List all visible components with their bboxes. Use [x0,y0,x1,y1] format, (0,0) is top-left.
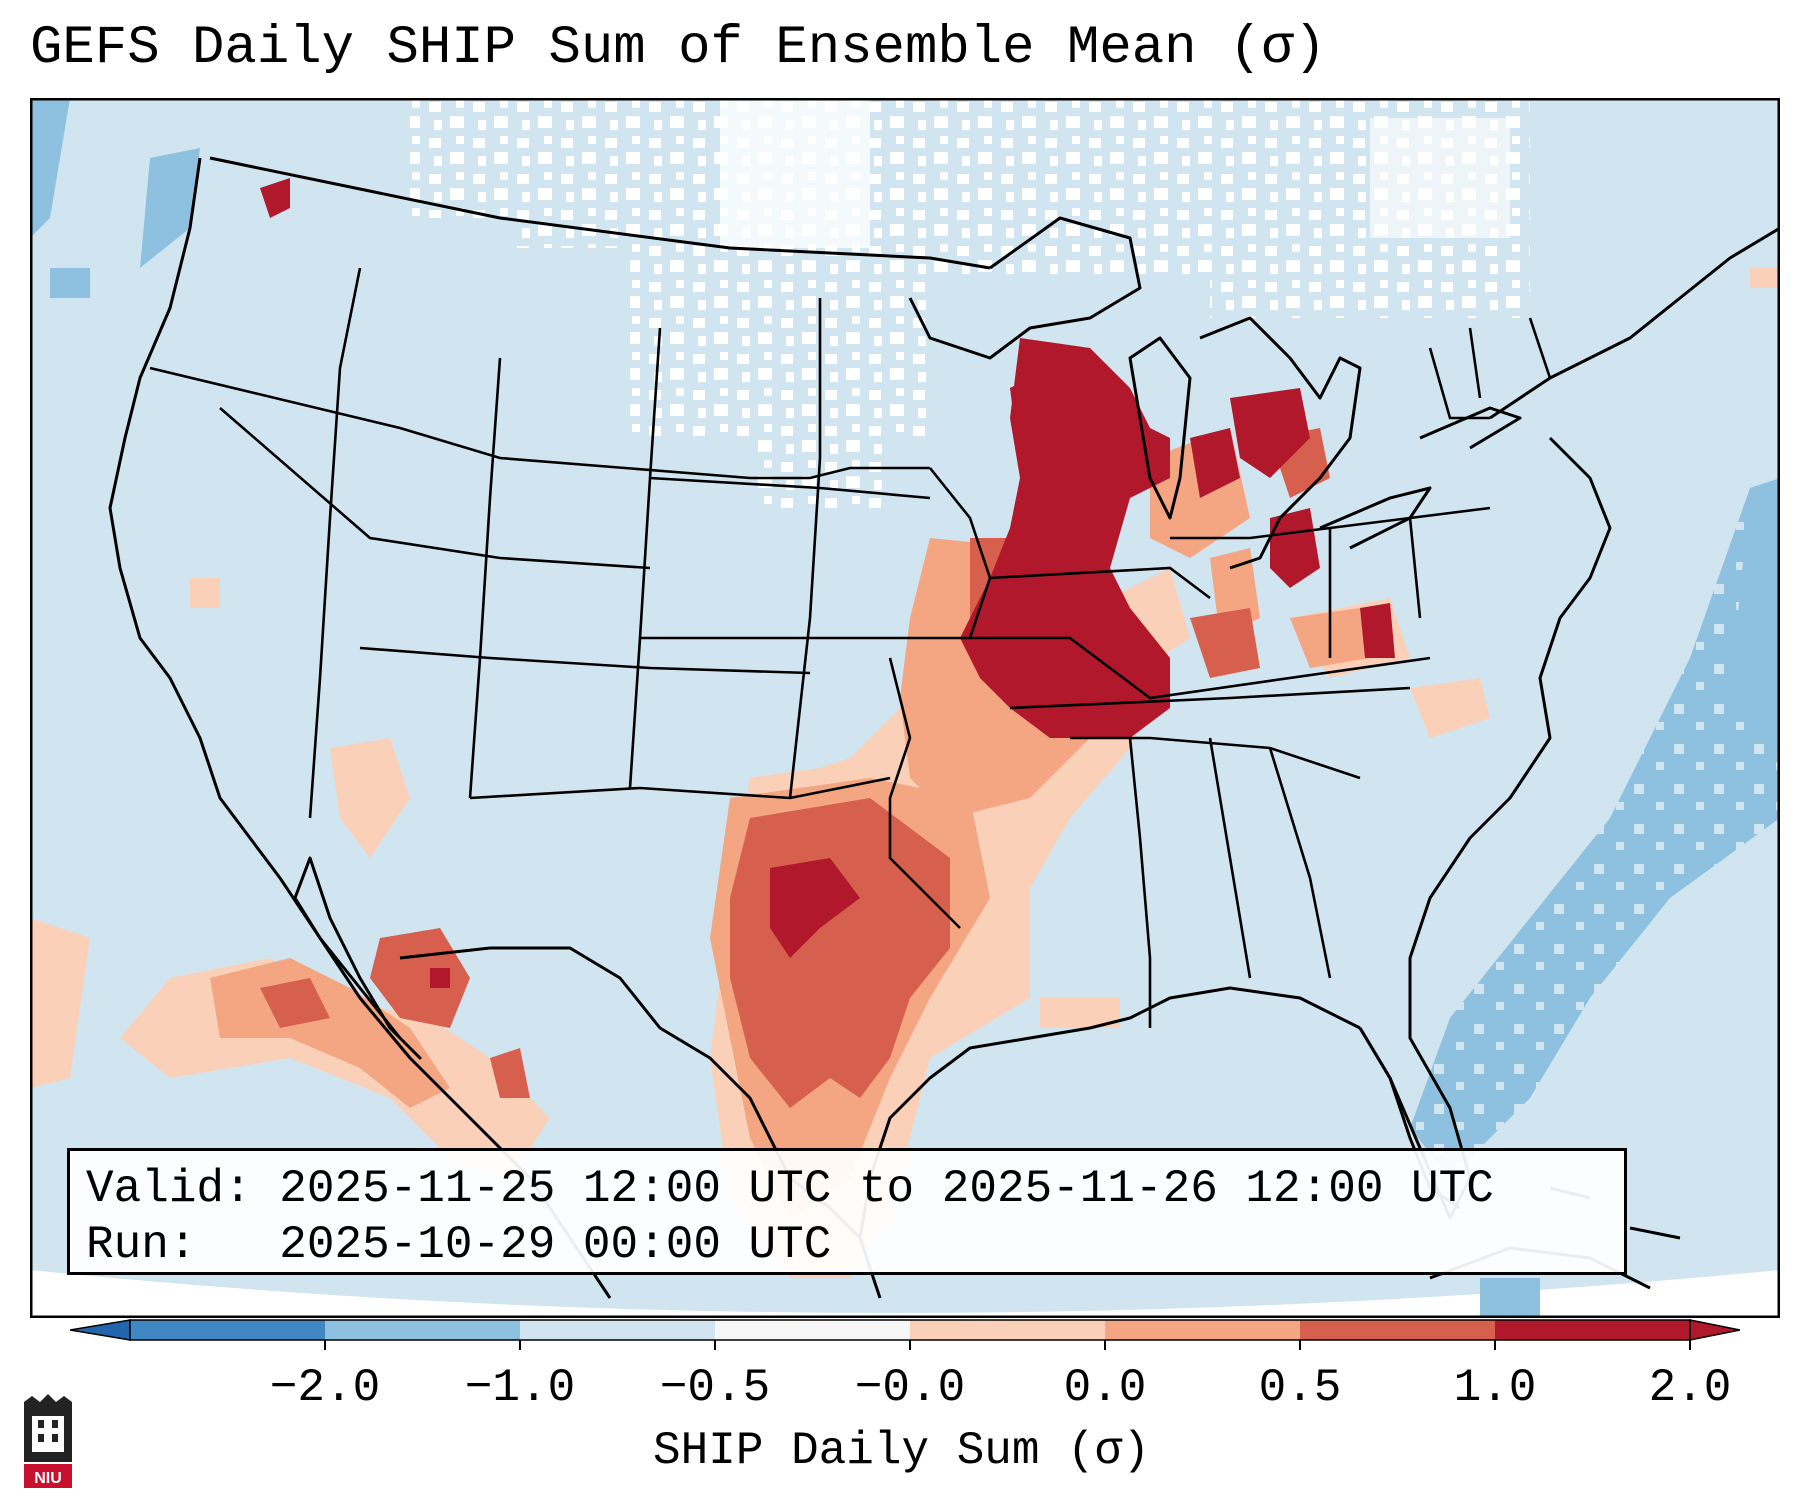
colorbar-bin [1105,1320,1300,1340]
colorbar-bin [910,1320,1105,1340]
state-borders [149,267,1552,1028]
map-panel [30,98,1780,1318]
colorbar-over-arrow [1689,1319,1740,1341]
niu-logo-text: NIU [34,1470,62,1487]
colorbar-tick-label: −1.0 [465,1362,575,1408]
colorbar-label: SHIP Daily Sum (σ) [653,1425,1150,1477]
projection-corner [30,1270,1780,1318]
colorbar-bin [130,1320,325,1340]
validity-info-box: Valid: 2025-11-25 12:00 UTC to 2025-11-2… [67,1148,1627,1275]
colorbar-under-arrow [70,1319,131,1341]
atlantic-negative [1410,478,1780,1318]
canada-speckle [410,98,1530,508]
pacific-negative [30,98,200,298]
colorbar-tick-label: 1.0 [1454,1362,1537,1408]
colorbar-tick-label: −0.0 [855,1362,965,1408]
colorbar: −2.0 −1.0 −0.5 −0.0 0.0 0.5 1.0 2.0 [70,1318,1740,1408]
colorbar-bin [715,1320,910,1340]
colorbar-bin [1495,1320,1690,1340]
colorbar-bin [520,1320,715,1340]
colorbar-ticks: −2.0 −1.0 −0.5 −0.0 0.0 0.5 1.0 2.0 [270,1340,1732,1408]
colorbar-tick-label: 0.0 [1064,1362,1147,1408]
colorbar-tick-label: −2.0 [270,1362,380,1408]
colorbar-bin [1300,1320,1495,1340]
run-label: Run: [86,1219,197,1271]
colorbar-tick-label: −0.5 [660,1362,770,1408]
colorbar-tick-label: 2.0 [1649,1362,1732,1408]
page-title: GEFS Daily SHIP Sum of Ensemble Mean (σ) [30,18,1327,79]
valid-value: 2025-11-25 12:00 UTC to 2025-11-26 12:00… [279,1163,1494,1215]
run-value: 2025-10-29 00:00 UTC [279,1219,832,1271]
map-frame [30,98,1780,1318]
valid-label: Valid: [86,1163,252,1215]
colorbar-bins [70,1319,1740,1341]
colorbar-bin [325,1320,520,1340]
colorbar-tick-label: 0.5 [1259,1362,1342,1408]
niu-logo: NIU [24,1394,72,1488]
conus-map [30,98,1780,1318]
